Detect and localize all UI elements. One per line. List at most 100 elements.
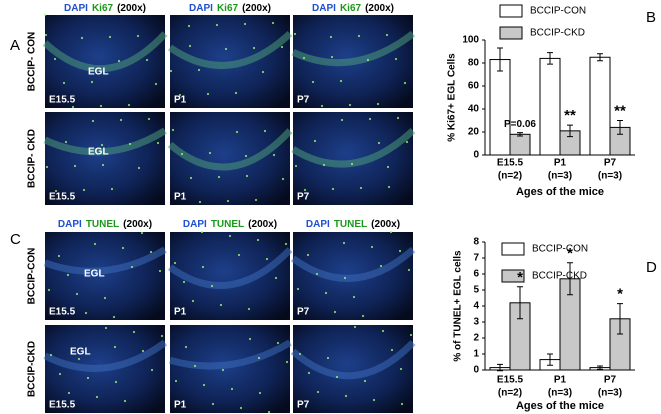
cell-dot	[200, 230, 204, 234]
cell-dot	[66, 273, 70, 277]
bar	[489, 59, 511, 156]
significance-label: **	[564, 107, 576, 124]
error-bar	[567, 124, 573, 138]
cell-dot	[43, 13, 47, 17]
stage-label: E15.5	[49, 192, 76, 203]
cell-dot	[215, 23, 219, 27]
cell-dot	[112, 315, 116, 319]
cell-dot	[363, 379, 367, 383]
tissue-band	[42, 31, 168, 73]
cell-dot	[73, 164, 77, 168]
bar	[539, 57, 561, 156]
legend-swatch	[501, 269, 525, 283]
tissue-band	[290, 246, 416, 282]
error-bar	[547, 52, 553, 65]
error-bar	[517, 132, 523, 137]
cell-dot	[320, 104, 324, 108]
cell-dot	[119, 118, 123, 122]
x-tick-label: P1	[554, 158, 567, 169]
cell-dot	[180, 152, 184, 156]
cell-dot	[202, 383, 206, 387]
cell-dot	[237, 253, 241, 257]
stage-label: P1	[174, 95, 187, 106]
x-tick-label: P7	[604, 375, 617, 386]
cell-dot	[407, 268, 411, 272]
cell-dot	[211, 402, 215, 406]
cell-dot	[210, 284, 214, 288]
tissue-band	[167, 128, 293, 171]
row-label: BCCIP- CON	[27, 32, 38, 91]
cell-dot	[197, 68, 201, 72]
legend-label: BCCIP-CKD	[530, 28, 585, 39]
tissue-band	[291, 128, 416, 168]
cell-dot	[234, 91, 238, 95]
cell-dot	[405, 140, 409, 144]
image-header: DAPI Ki67 (200x)	[64, 3, 146, 14]
cell-dot	[403, 81, 407, 85]
x-tick-label: P1	[554, 375, 567, 386]
legend-swatch	[499, 26, 523, 40]
header-part: DAPI	[64, 3, 88, 14]
y-tick-label: 20	[468, 127, 480, 138]
cell-dot	[244, 154, 248, 158]
header-part: (200x)	[117, 3, 146, 14]
cell-dot	[104, 326, 108, 330]
cell-dot	[247, 307, 251, 311]
tissue-band	[167, 31, 293, 69]
cell-dot	[53, 57, 57, 61]
cell-dot	[294, 164, 298, 168]
x-tick-label: E15.5	[497, 158, 524, 169]
cell-dot	[44, 33, 48, 37]
error-bar	[497, 363, 503, 372]
cell-dot	[281, 177, 285, 181]
tissue-band	[291, 30, 416, 67]
cell-dot	[208, 151, 212, 155]
cell-dot	[132, 330, 136, 334]
cell-dot	[173, 261, 177, 265]
cell-dot	[56, 307, 60, 311]
cell-dot	[100, 143, 104, 147]
cell-dot	[307, 371, 311, 375]
cell-dot	[137, 166, 141, 170]
cell-dot	[245, 174, 249, 178]
cell-dot	[313, 139, 317, 143]
y-tick-label: 6	[473, 269, 479, 280]
error-bar	[597, 53, 603, 62]
panel-label: B	[646, 9, 656, 26]
cell-dot	[339, 79, 343, 83]
cell-dot	[385, 33, 389, 37]
cell-dot	[329, 35, 333, 39]
cell-dot	[366, 58, 370, 62]
cell-dot	[193, 364, 197, 368]
cell-dot	[322, 163, 326, 167]
cell-dot	[77, 357, 81, 361]
cell-dot	[352, 295, 356, 299]
cell-dot	[330, 55, 334, 59]
tissue-band	[43, 127, 167, 156]
header-part: TUNEL	[334, 219, 367, 230]
cell-dot	[267, 410, 271, 414]
image-header: DAPI TUNEL (200x)	[183, 219, 277, 230]
cell-dot	[91, 119, 95, 123]
cell-dot	[228, 234, 232, 238]
y-tick-label: 1	[473, 349, 479, 360]
cell-dot	[315, 272, 319, 276]
header-part: DAPI	[312, 3, 336, 14]
header-part: TUNEL	[86, 219, 119, 230]
cell-dot	[396, 116, 400, 120]
y-tick-label: 7	[473, 253, 479, 264]
bar	[509, 133, 531, 156]
cell-dot	[188, 44, 192, 48]
cell-dot	[49, 353, 53, 357]
header-part: DAPI	[58, 219, 82, 230]
cell-dot	[254, 198, 258, 202]
significance-label: P=0.06	[504, 119, 536, 130]
stage-label: P1	[174, 400, 187, 411]
x-tick-label: E15.5	[497, 375, 524, 386]
cell-dot	[386, 165, 390, 169]
cell-dot	[108, 35, 112, 39]
cell-dot	[394, 57, 398, 61]
image-header: DAPI Ki67 (200x)	[189, 3, 271, 14]
cell-dot	[219, 303, 223, 307]
